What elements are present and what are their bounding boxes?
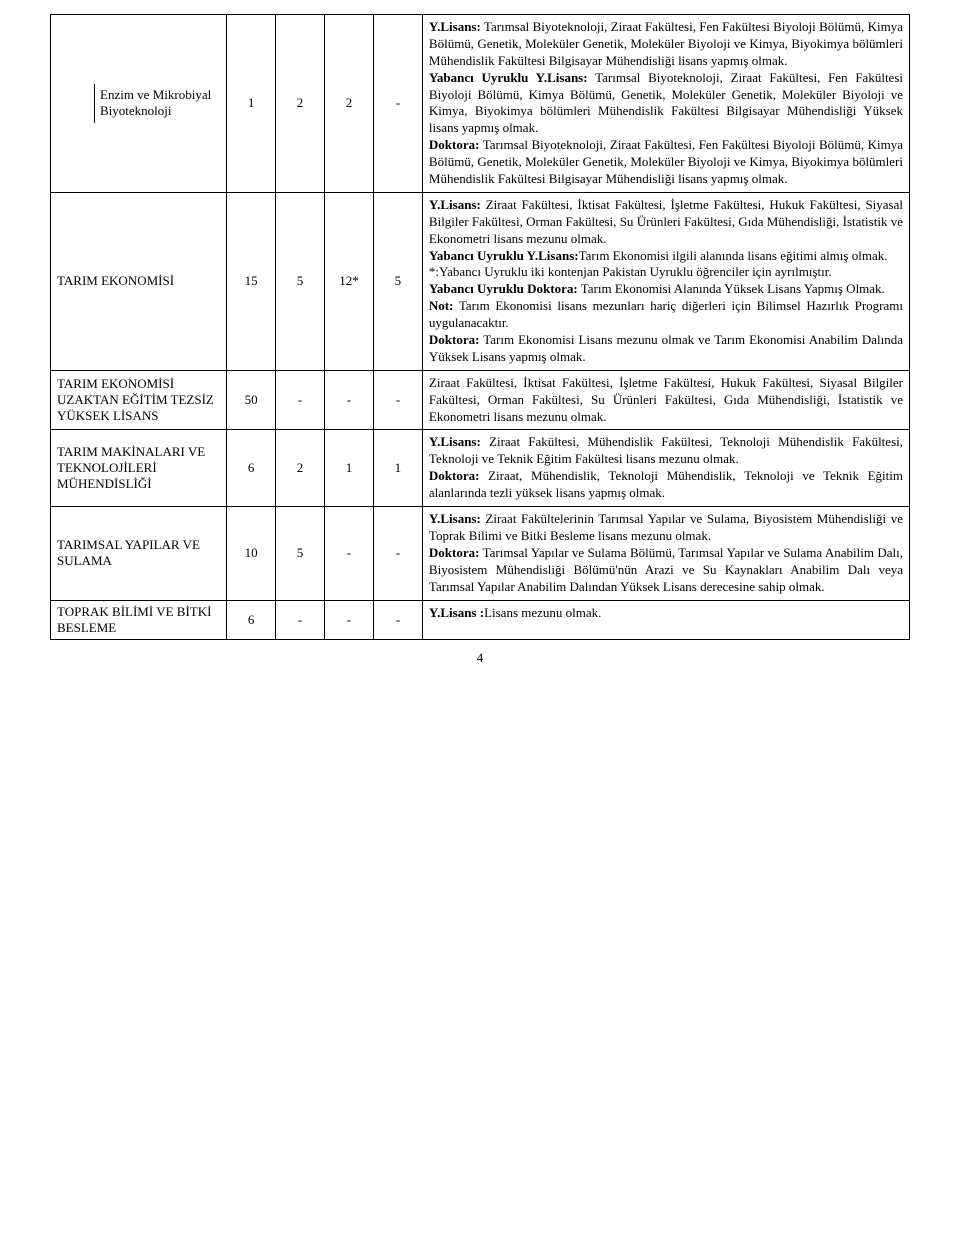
row-label: TARIM EKONOMİSİ UZAKTAN EĞİTİM TEZSİZ YÜ… <box>51 370 227 430</box>
cell-c3: - <box>325 507 374 600</box>
cell-c2: - <box>276 370 325 430</box>
row-label: TARIM EKONOMİSİ <box>51 192 227 370</box>
cell-c2: 2 <box>276 430 325 507</box>
page-container: Enzim ve Mikrobiyal Biyoteknoloji122-Y.L… <box>0 0 960 686</box>
cell-c4: - <box>373 370 422 430</box>
row-description: Y.Lisans: Ziraat Fakültelerinin Tarımsal… <box>422 507 909 600</box>
cell-c3: - <box>325 370 374 430</box>
row-label: TOPRAK BİLİMİ VE BİTKİ BESLEME <box>51 600 227 640</box>
table-row: TARIM EKONOMİSİ UZAKTAN EĞİTİM TEZSİZ YÜ… <box>51 370 910 430</box>
row-label-text: Enzim ve Mikrobiyal Biyoteknoloji <box>95 84 226 123</box>
table-row: TARIM MAKİNALARI VE TEKNOLOJİLERİ MÜHEND… <box>51 430 910 507</box>
row-description: Y.Lisans: Ziraat Fakültesi, İktisat Fakü… <box>422 192 909 370</box>
cell-c3: 1 <box>325 430 374 507</box>
cell-c4: 5 <box>373 192 422 370</box>
row-label: Enzim ve Mikrobiyal Biyoteknoloji <box>51 15 227 193</box>
cell-c2: 2 <box>276 15 325 193</box>
cell-c3: 12* <box>325 192 374 370</box>
cell-c2: 5 <box>276 507 325 600</box>
row-label: TARIM MAKİNALARI VE TEKNOLOJİLERİ MÜHEND… <box>51 430 227 507</box>
cell-c4: 1 <box>373 430 422 507</box>
cell-c1: 6 <box>227 600 276 640</box>
cell-c4: - <box>373 507 422 600</box>
cell-c3: 2 <box>325 15 374 193</box>
cell-c2: 5 <box>276 192 325 370</box>
table-row: TOPRAK BİLİMİ VE BİTKİ BESLEME6---Y.Lisa… <box>51 600 910 640</box>
data-table: Enzim ve Mikrobiyal Biyoteknoloji122-Y.L… <box>50 14 910 640</box>
table-row: TARIM EKONOMİSİ15512*5Y.Lisans: Ziraat F… <box>51 192 910 370</box>
cell-c4: - <box>373 600 422 640</box>
cell-c3: - <box>325 600 374 640</box>
table-row: Enzim ve Mikrobiyal Biyoteknoloji122-Y.L… <box>51 15 910 193</box>
row-description: Ziraat Fakültesi, İktisat Fakültesi, İşl… <box>422 370 909 430</box>
row-label: TARIMSAL YAPILAR VE SULAMA <box>51 507 227 600</box>
row-description: Y.Lisans: Tarımsal Biyoteknoloji, Ziraat… <box>422 15 909 193</box>
cell-c1: 10 <box>227 507 276 600</box>
cell-c1: 1 <box>227 15 276 193</box>
table-row: TARIMSAL YAPILAR VE SULAMA105--Y.Lisans:… <box>51 507 910 600</box>
page-number: 4 <box>50 650 910 666</box>
cell-c2: - <box>276 600 325 640</box>
cell-c1: 50 <box>227 370 276 430</box>
row-description: Y.Lisans :Lisans mezunu olmak. <box>422 600 909 640</box>
row-description: Y.Lisans: Ziraat Fakültesi, Mühendislik … <box>422 430 909 507</box>
cell-c1: 15 <box>227 192 276 370</box>
cell-c1: 6 <box>227 430 276 507</box>
cell-c4: - <box>373 15 422 193</box>
